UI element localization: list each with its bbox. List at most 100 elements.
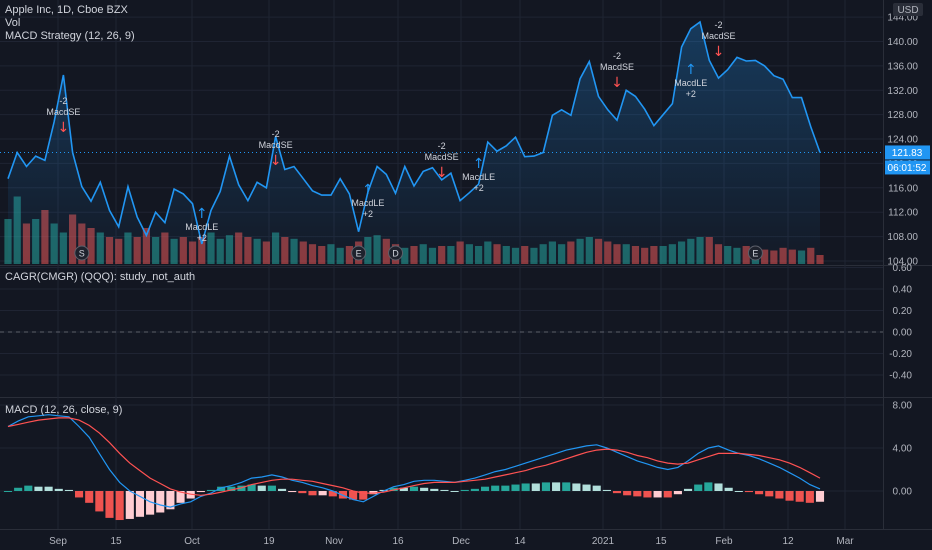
macd-histogram-bar [541, 482, 551, 491]
macd-histogram-bar [420, 487, 429, 491]
macd-histogram-bar [785, 491, 794, 501]
price-tick-label: 140.00 [887, 37, 918, 48]
signal-qty-label: +2 [363, 209, 373, 219]
price-tick-label: 132.00 [887, 86, 918, 97]
cagr-tick-label: 0.40 [893, 285, 913, 296]
event-badge-label: E [752, 249, 758, 259]
short-arrow-icon: ↓ [270, 153, 282, 169]
macd-histogram-bar [470, 488, 479, 491]
macd-histogram-bar [815, 491, 825, 502]
price-tick-label: 116.00 [888, 183, 918, 194]
event-badge [351, 245, 367, 261]
macd-histogram-bar [288, 491, 297, 493]
macd-histogram-bar [328, 491, 337, 497]
macd-histogram-bar [409, 486, 419, 491]
macd-legend: MACD (12, 26, close, 9) [5, 404, 122, 417]
macd-histogram-bar [704, 482, 713, 491]
price-line [7, 20, 821, 245]
time-tick-label: 12 [782, 536, 794, 547]
macd-histogram-bar [795, 491, 804, 502]
macd-histogram-bar [531, 483, 540, 491]
time-tick-label: Nov [325, 536, 343, 547]
macd-tick-label: 0.00 [893, 487, 913, 498]
vol-label[interactable]: Vol [5, 17, 21, 29]
signal-name-label: MacdLE [674, 78, 707, 88]
cagr-tick-label: -0.40 [889, 371, 912, 382]
macd-histogram-bar [217, 486, 226, 491]
macd-histogram-bar [734, 491, 743, 492]
macd-histogram-bar [105, 491, 114, 518]
macd-histogram-bar [247, 484, 256, 491]
cagr-label[interactable]: CAGR(CMGR) (QQQ): study_not_auth [5, 271, 196, 283]
signal-qty-label: -2 [272, 129, 280, 139]
currency-box [893, 3, 923, 16]
short-arrow-icon: ↓ [611, 75, 623, 91]
price-pane[interactable] [0, 20, 883, 264]
macd-histogram-bar [673, 491, 682, 495]
macd-histogram-bar [146, 491, 155, 515]
cagr-tick-label: 0.00 [893, 328, 913, 339]
macd-tick-label: 4.00 [893, 444, 913, 455]
price-tick-label: 104.00 [887, 256, 918, 267]
macd-label[interactable]: MACD (12, 26, close, 9) [5, 404, 123, 416]
macd-histogram-bar [755, 491, 764, 495]
macd-histogram-bar [125, 491, 134, 519]
long-arrow-icon: ↑ [196, 206, 208, 222]
macd-histogram-bar [349, 491, 358, 500]
macd-histogram-bar [298, 491, 307, 494]
macd-histogram-bar [643, 491, 652, 498]
event-badge-label: S [79, 249, 85, 259]
macd-histogram-bar [308, 491, 317, 496]
macd-histogram-bar [14, 487, 23, 491]
grid [0, 0, 932, 530]
signal-qty-label: +2 [473, 183, 483, 193]
price-tick-label: 144.00 [887, 13, 918, 24]
price-tick-label: 112.00 [888, 208, 918, 219]
short-arrow-icon: ↓ [57, 120, 69, 136]
macd-histogram-bar [74, 491, 84, 498]
time-tick-label: Feb [715, 536, 733, 547]
macd-histogram-bar [775, 491, 784, 499]
macd-histogram-bar [501, 485, 510, 491]
macd-histogram-bar [24, 485, 33, 491]
macd-histogram-bar [399, 487, 408, 491]
macd-histogram-bar [267, 485, 276, 491]
macd-histogram-bar [54, 488, 63, 491]
countdown-label: 06:01:52 [888, 163, 927, 174]
event-badge [747, 245, 763, 261]
signal-name-label: MacdSE [46, 107, 80, 117]
macd-histogram-bar [744, 491, 754, 493]
last-price-label: 121.83 [892, 148, 923, 159]
event-badge-label: E [356, 249, 362, 259]
long-arrow-icon: ↑ [362, 182, 374, 198]
time-tick-label: 16 [392, 536, 404, 547]
macd-histogram-bar [64, 489, 73, 491]
strategy-label[interactable]: MACD Strategy (12, 26, 9) [5, 30, 135, 42]
macd-tick-label: 8.00 [893, 401, 913, 412]
price-tick-label: 124.00 [887, 135, 918, 146]
macd-histogram-bar [694, 484, 703, 491]
event-badge [388, 245, 404, 261]
long-arrow-icon: ↑ [473, 156, 485, 172]
time-tick-label: 14 [514, 536, 526, 547]
macd-histogram-bar [714, 483, 723, 491]
signal-qty-label: -2 [59, 96, 67, 106]
macd-histogram-bar [623, 491, 632, 496]
macd-histogram-bar [318, 491, 327, 496]
macd-histogram-bar [582, 484, 591, 491]
macd-pane[interactable] [3, 414, 825, 521]
macd-histogram-bar [724, 487, 733, 491]
symbol-label[interactable]: Apple Inc, 1D, Cboe BZX [5, 4, 128, 16]
strategy-signals: -2MacdSE↓↑MacdLE+2-2MacdSE↓↑MacdLE+2-2Ma… [46, 20, 763, 261]
macd-histogram-bar [805, 491, 814, 503]
signal-name-label: MacdLE [351, 198, 384, 208]
macd-histogram-bar [480, 486, 490, 491]
signal-qty-label: -2 [613, 51, 621, 61]
cagr-legend: CAGR(CMGR) (QQQ): study_not_auth [5, 271, 195, 284]
time-tick-label: 19 [263, 536, 275, 547]
signal-name-label: MacdSE [701, 31, 735, 41]
price-legend: Apple Inc, 1D, Cboe BZX Vol MACD Strateg… [5, 4, 135, 43]
macd-histogram-bar [765, 491, 774, 497]
price-tick-label: 108.00 [887, 232, 918, 243]
